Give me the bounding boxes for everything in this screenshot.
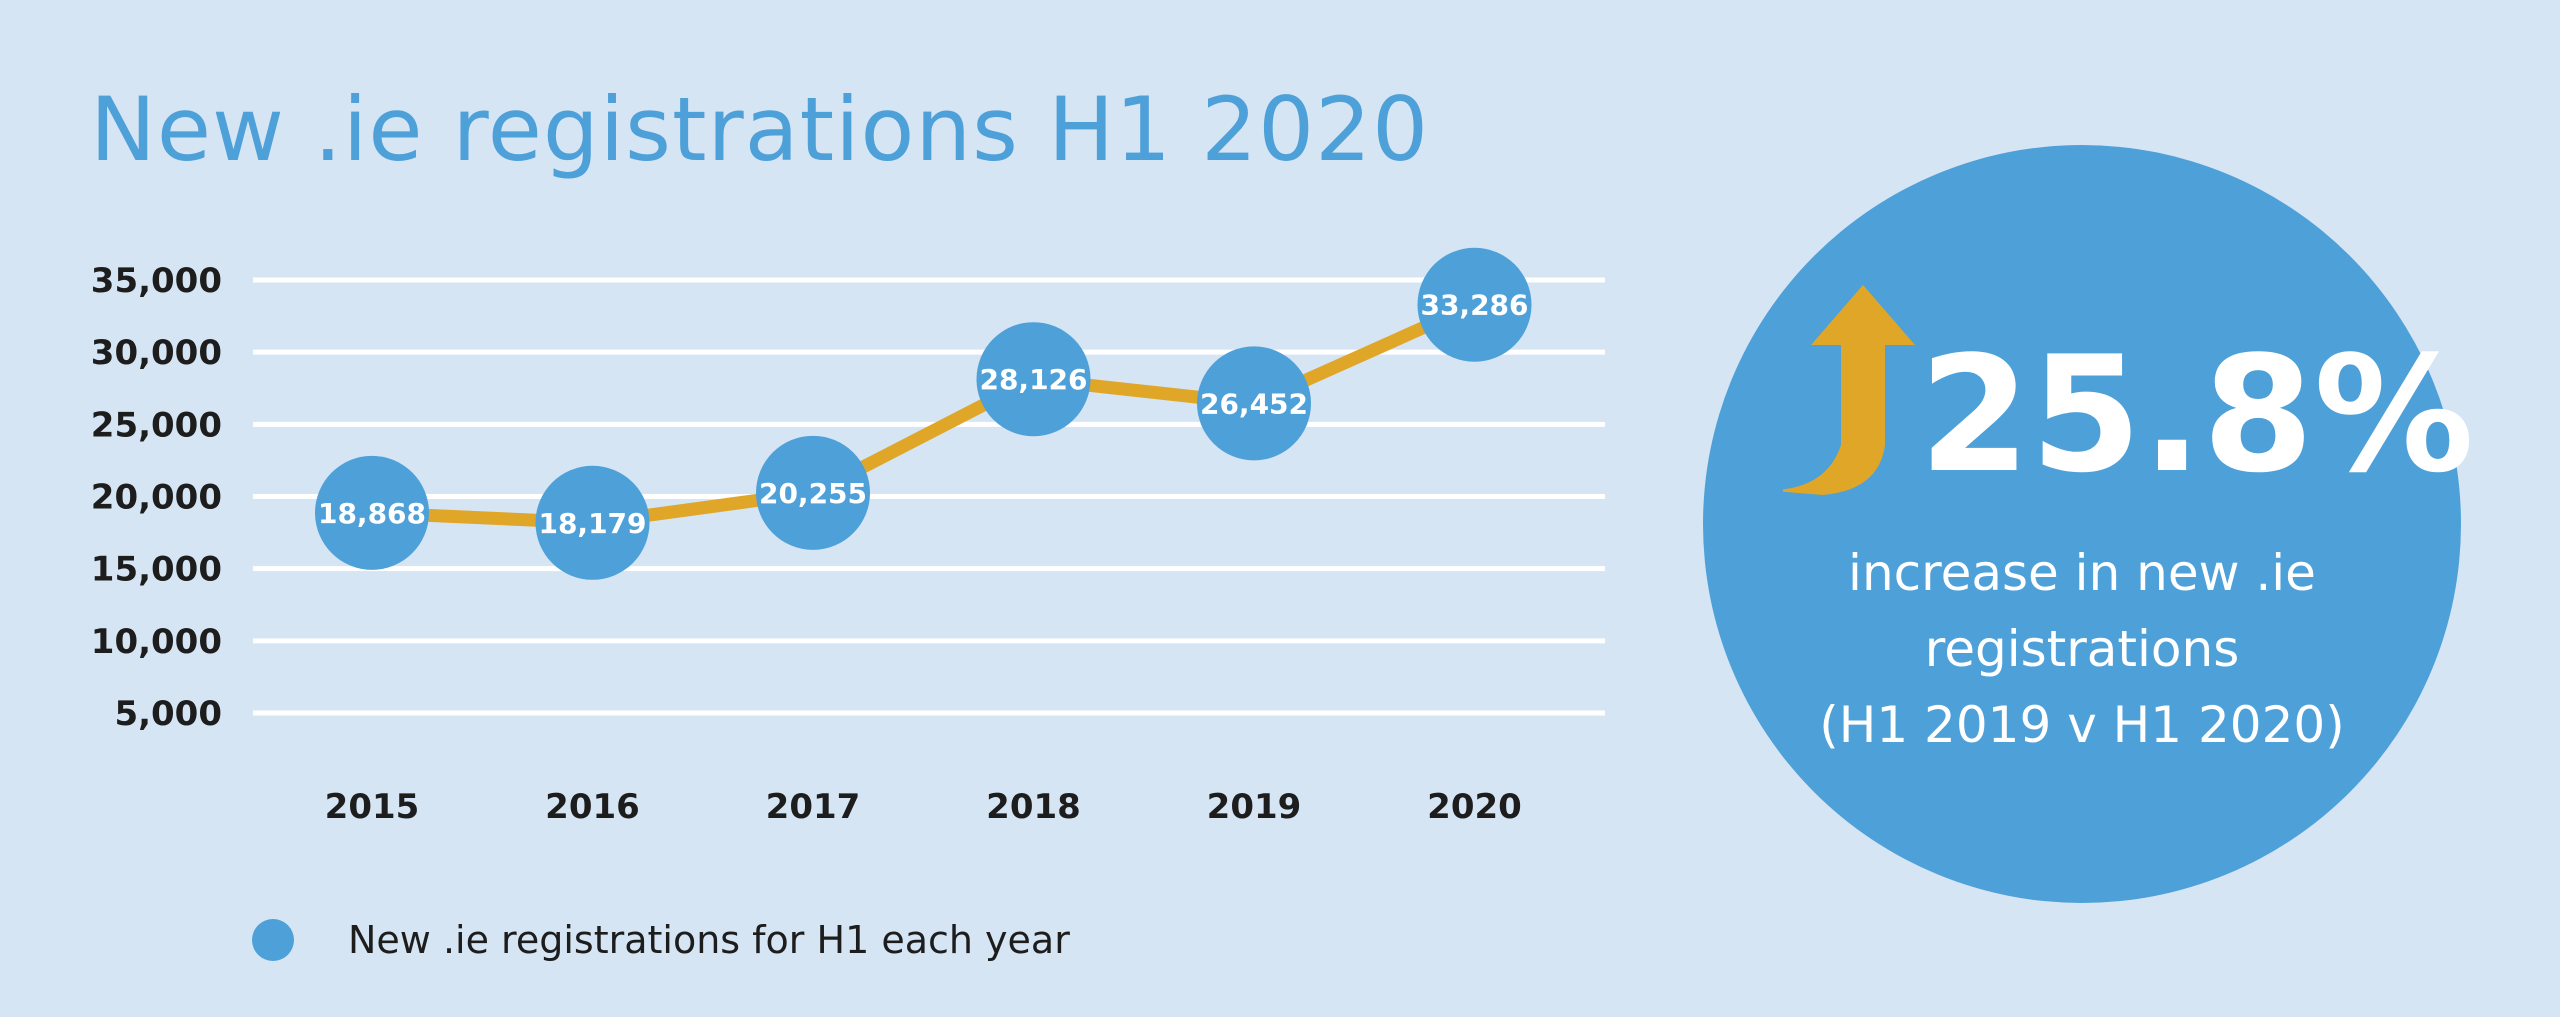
y-tick-label: 20,000 [91,478,222,518]
callout-line-2: registrations [1924,620,2240,678]
data-label: 18,868 [318,497,426,530]
data-label: 33,286 [1420,289,1528,322]
gridlines [253,277,1605,716]
data-label: 20,255 [759,477,867,510]
legend-marker [252,919,294,961]
data-point [1417,247,1532,362]
data-point [976,322,1091,437]
y-tick-label: 10,000 [91,622,222,662]
line-chart: 5,000 10,000 15,000 20,000 25,000 30,000 35,00… [91,247,1605,827]
data-points: 18,868 18,179 20,255 28,126 26,452 33,286 [315,247,1532,580]
legend: New .ie registrations for H1 each year [252,918,1070,962]
x-tick-label: 2018 [986,787,1081,827]
y-tick-label: 30,000 [91,333,222,373]
data-point [535,465,650,580]
legend-label: New .ie registrations for H1 each year [348,918,1070,962]
x-tick-label: 2019 [1207,787,1302,827]
y-tick-label: 15,000 [91,550,222,590]
data-label: 26,452 [1200,387,1308,420]
y-tick-label: 35,000 [91,261,222,301]
data-point [756,435,870,550]
callout-line-3: (H1 2019 v H1 2020) [1819,696,2345,754]
x-tick-label: 2015 [325,787,420,827]
callout-text: increase in new .ie registrations (H1 20… [1703,535,2461,763]
y-tick-label: 5,000 [114,694,222,734]
data-point [1197,346,1311,461]
data-label: 28,126 [979,363,1087,396]
callout-circle: 25.8% increase in new .ie registrations … [1703,145,2474,903]
x-tick-label: 2016 [545,787,640,827]
x-axis-ticks: 2015 2016 2017 2018 2019 2020 [325,787,1522,827]
callout-line-1: increase in new .ie [1848,544,2316,602]
x-tick-label: 2020 [1427,787,1522,827]
data-label: 18,179 [538,507,646,540]
up-arrow-icon [1783,285,1915,495]
data-point [315,455,429,570]
y-axis-ticks: 5,000 10,000 15,000 20,000 25,000 30,000 35,00… [91,261,222,734]
chart-title: New .ie registrations H1 2020 [90,78,1430,181]
x-tick-label: 2017 [766,787,861,827]
y-tick-label: 25,000 [91,405,222,445]
increase-value: 25.8% [1919,321,2475,508]
